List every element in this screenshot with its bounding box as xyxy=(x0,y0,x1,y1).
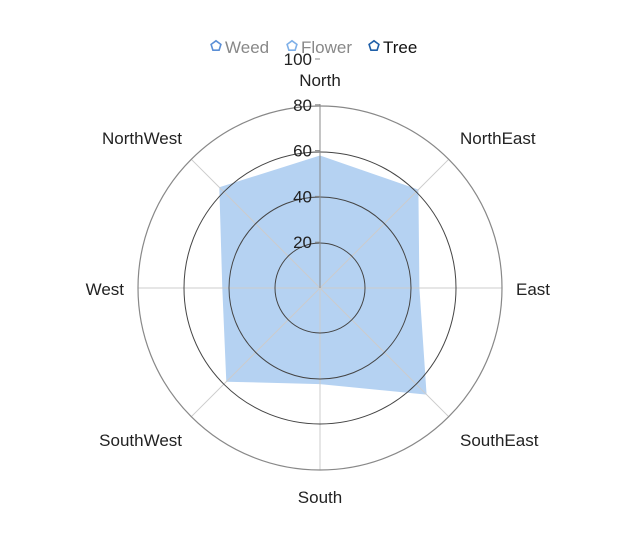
legend-label: Weed xyxy=(225,38,269,57)
legend-item-tree[interactable]: Tree xyxy=(368,38,417,57)
radial-tick-label: 60 xyxy=(293,142,312,161)
chart-legend: Weed Flower Tree xyxy=(210,38,417,57)
axis-label-southwest: SouthWest xyxy=(99,431,182,450)
series-area-group xyxy=(219,155,427,395)
series-area-tree[interactable] xyxy=(219,155,427,395)
radial-tick-label: 80 xyxy=(293,96,312,115)
radial-tick-label: 20 xyxy=(293,233,312,252)
axis-label-east: East xyxy=(516,280,550,299)
pentagon-icon xyxy=(368,39,380,52)
axis-label-southeast: SouthEast xyxy=(460,431,539,450)
radial-tick-label: 40 xyxy=(293,187,312,206)
pentagon-icon xyxy=(210,39,222,52)
axis-label-north: North xyxy=(299,71,341,90)
legend-label: Tree xyxy=(383,38,417,57)
grid-group xyxy=(137,58,503,471)
axis-label-group: 20 40 60 80 100 North NorthEast East SouthEast So… xyxy=(86,50,551,507)
legend-item-weed[interactable]: Weed xyxy=(210,38,269,57)
axis-label-northwest: NorthWest xyxy=(102,129,182,148)
pentagon-icon xyxy=(286,39,298,52)
radial-tick-label: 100 xyxy=(284,50,312,69)
axis-label-south: South xyxy=(298,488,342,507)
axis-label-northeast: NorthEast xyxy=(460,129,536,148)
legend-label: Flower xyxy=(301,38,352,57)
axis-label-west: West xyxy=(86,280,125,299)
legend-item-flower[interactable]: Flower xyxy=(286,38,352,57)
